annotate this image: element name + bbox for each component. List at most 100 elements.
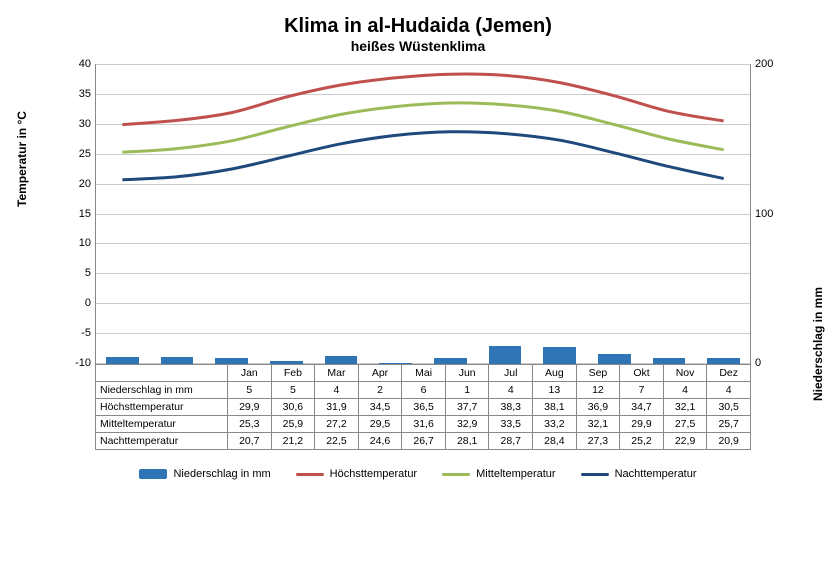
table-cell: 29,9	[620, 416, 664, 433]
month-header: Jan	[228, 365, 272, 382]
y-tick-left: 25	[66, 148, 91, 160]
table-cell: 34,5	[358, 399, 402, 416]
month-header: Jul	[489, 365, 533, 382]
legend-item: Höchsttemperatur	[296, 468, 417, 480]
y-tick-right: 0	[755, 357, 785, 369]
table-cell: 38,1	[533, 399, 577, 416]
month-header: Aug	[533, 365, 577, 382]
y-tick-left: 10	[66, 237, 91, 249]
month-header: Feb	[271, 365, 315, 382]
legend-item: Nachttemperatur	[581, 468, 697, 480]
table-cell: 25,3	[228, 416, 272, 433]
month-header: Mar	[315, 365, 359, 382]
y-tick-left: 15	[66, 208, 91, 220]
table-cell: 38,3	[489, 399, 533, 416]
month-header: Mai	[402, 365, 446, 382]
y-axis-left-label: Temperatur in °C	[15, 111, 29, 207]
legend-swatch	[442, 473, 470, 476]
table-row-label: Höchsttemperatur	[96, 399, 228, 416]
chart-subtitle: heißes Wüstenklima	[20, 38, 816, 54]
table-cell: 32,1	[576, 416, 620, 433]
table-cell: 20,9	[707, 433, 751, 450]
data-table: JanFebMarAprMaiJunJulAugSepOktNovDezNied…	[95, 364, 751, 450]
table-cell: 29,5	[358, 416, 402, 433]
plot-area: -10-505101520253035400100200	[95, 64, 751, 364]
table-row-label: Mitteltemperatur	[96, 416, 228, 433]
month-header: Nov	[663, 365, 707, 382]
table-cell: 5	[271, 382, 315, 399]
table-cell: 28,4	[533, 433, 577, 450]
legend-swatch	[296, 473, 324, 476]
table-cell: 6	[402, 382, 446, 399]
legend-swatch	[581, 473, 609, 476]
y-tick-right: 100	[755, 208, 785, 220]
table-cell: 32,9	[445, 416, 489, 433]
table-cell: 37,7	[445, 399, 489, 416]
table-cell: 25,7	[707, 416, 751, 433]
table-cell: 12	[576, 382, 620, 399]
line-mittel	[122, 103, 723, 152]
table-cell: 5	[228, 382, 272, 399]
table-cell: 27,2	[315, 416, 359, 433]
legend-label: Mitteltemperatur	[476, 468, 555, 480]
y-tick-left: 40	[66, 58, 91, 70]
y-tick-right: 200	[755, 58, 785, 70]
table-cell: 4	[663, 382, 707, 399]
month-header: Dez	[707, 365, 751, 382]
line-hoch	[122, 74, 723, 125]
legend-item: Niederschlag in mm	[139, 468, 270, 480]
legend-item: Mitteltemperatur	[442, 468, 555, 480]
table-row-label: Nachttemperatur	[96, 433, 228, 450]
table-cell: 22,9	[663, 433, 707, 450]
table-cell: 28,7	[489, 433, 533, 450]
table-cell: 36,9	[576, 399, 620, 416]
y-axis-right-label: Niederschlag in mm	[811, 287, 825, 401]
table-cell: 4	[315, 382, 359, 399]
table-cell: 25,2	[620, 433, 664, 450]
table-cell: 13	[533, 382, 577, 399]
table-cell: 4	[707, 382, 751, 399]
legend-label: Nachttemperatur	[615, 468, 697, 480]
table-cell: 27,3	[576, 433, 620, 450]
y-tick-left: 0	[66, 297, 91, 309]
table-cell: 21,2	[271, 433, 315, 450]
month-header: Jun	[445, 365, 489, 382]
table-cell: 34,7	[620, 399, 664, 416]
table-cell: 28,1	[445, 433, 489, 450]
table-cell: 33,2	[533, 416, 577, 433]
table-cell: 32,1	[663, 399, 707, 416]
table-cell: 4	[489, 382, 533, 399]
legend-swatch	[139, 469, 167, 479]
month-header: Okt	[620, 365, 664, 382]
table-cell: 24,6	[358, 433, 402, 450]
y-tick-left: 35	[66, 88, 91, 100]
table-cell: 2	[358, 382, 402, 399]
table-cell: 7	[620, 382, 664, 399]
table-cell: 27,5	[663, 416, 707, 433]
table-cell: 22,5	[315, 433, 359, 450]
table-cell: 1	[445, 382, 489, 399]
chart-title: Klima in al-Hudaida (Jemen)	[20, 15, 816, 38]
table-cell: 33,5	[489, 416, 533, 433]
y-tick-left: 5	[66, 267, 91, 279]
table-cell: 31,9	[315, 399, 359, 416]
climate-chart: Klima in al-Hudaida (Jemen) heißes Wüste…	[0, 0, 836, 490]
y-tick-left: 30	[66, 118, 91, 130]
table-cell: 36,5	[402, 399, 446, 416]
table-cell: 20,7	[228, 433, 272, 450]
table-cell: 31,6	[402, 416, 446, 433]
legend-label: Niederschlag in mm	[173, 468, 270, 480]
table-cell: 25,9	[271, 416, 315, 433]
table-row-label: Niederschlag in mm	[96, 382, 228, 399]
line-nacht	[122, 132, 723, 180]
legend-label: Höchsttemperatur	[330, 468, 417, 480]
legend: Niederschlag in mm Höchsttemperatur Mittel…	[20, 468, 816, 480]
table-cell: 30,5	[707, 399, 751, 416]
y-tick-left: -5	[66, 327, 91, 339]
y-tick-left: 20	[66, 178, 91, 190]
table-cell: 30,6	[271, 399, 315, 416]
table-cell: 29,9	[228, 399, 272, 416]
y-tick-left: -10	[66, 357, 91, 369]
table-cell: 26,7	[402, 433, 446, 450]
month-header: Sep	[576, 365, 620, 382]
